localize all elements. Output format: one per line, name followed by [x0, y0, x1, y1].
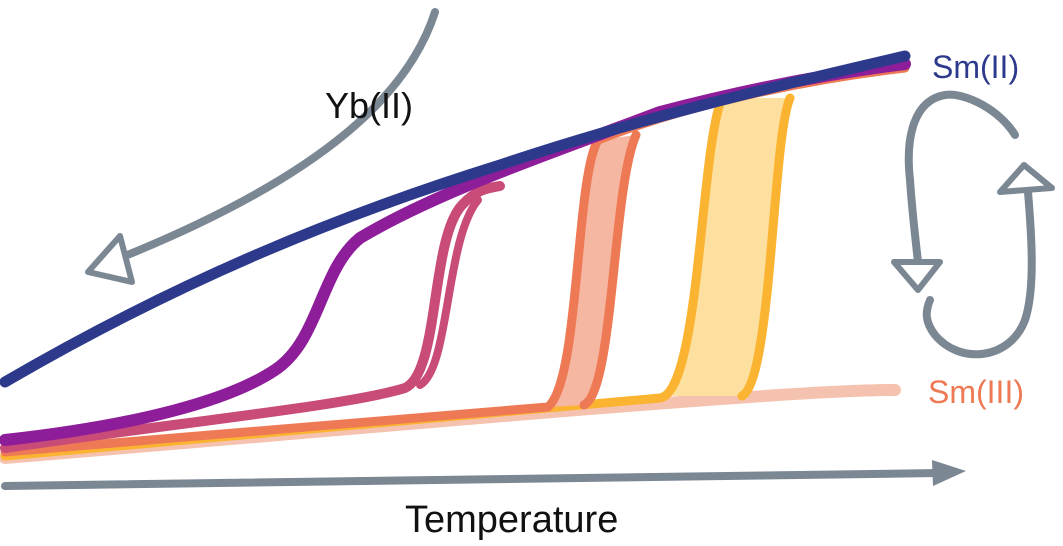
cycle-arrows-icon	[891, 90, 1055, 359]
sm2-label: Sm(II)	[932, 49, 1019, 85]
temperature-axis-line	[1, 469, 944, 490]
arrow-right-icon	[932, 460, 966, 486]
yb-arrow-head	[85, 233, 135, 285]
yb-label: Yb(II)	[325, 85, 413, 126]
magenta-curve	[0, 181, 505, 453]
magenta-curve-inner	[416, 196, 482, 389]
amber-cooling-curve	[737, 93, 795, 401]
curved-arrow-down-left-icon	[106, 8, 439, 266]
coral-cooling-curve	[579, 130, 641, 410]
coral-heating-curve	[0, 135, 603, 457]
sm2-curve	[0, 50, 911, 388]
sm3-label: Sm(III)	[928, 374, 1024, 410]
temperature-label: Temperature	[405, 499, 618, 541]
